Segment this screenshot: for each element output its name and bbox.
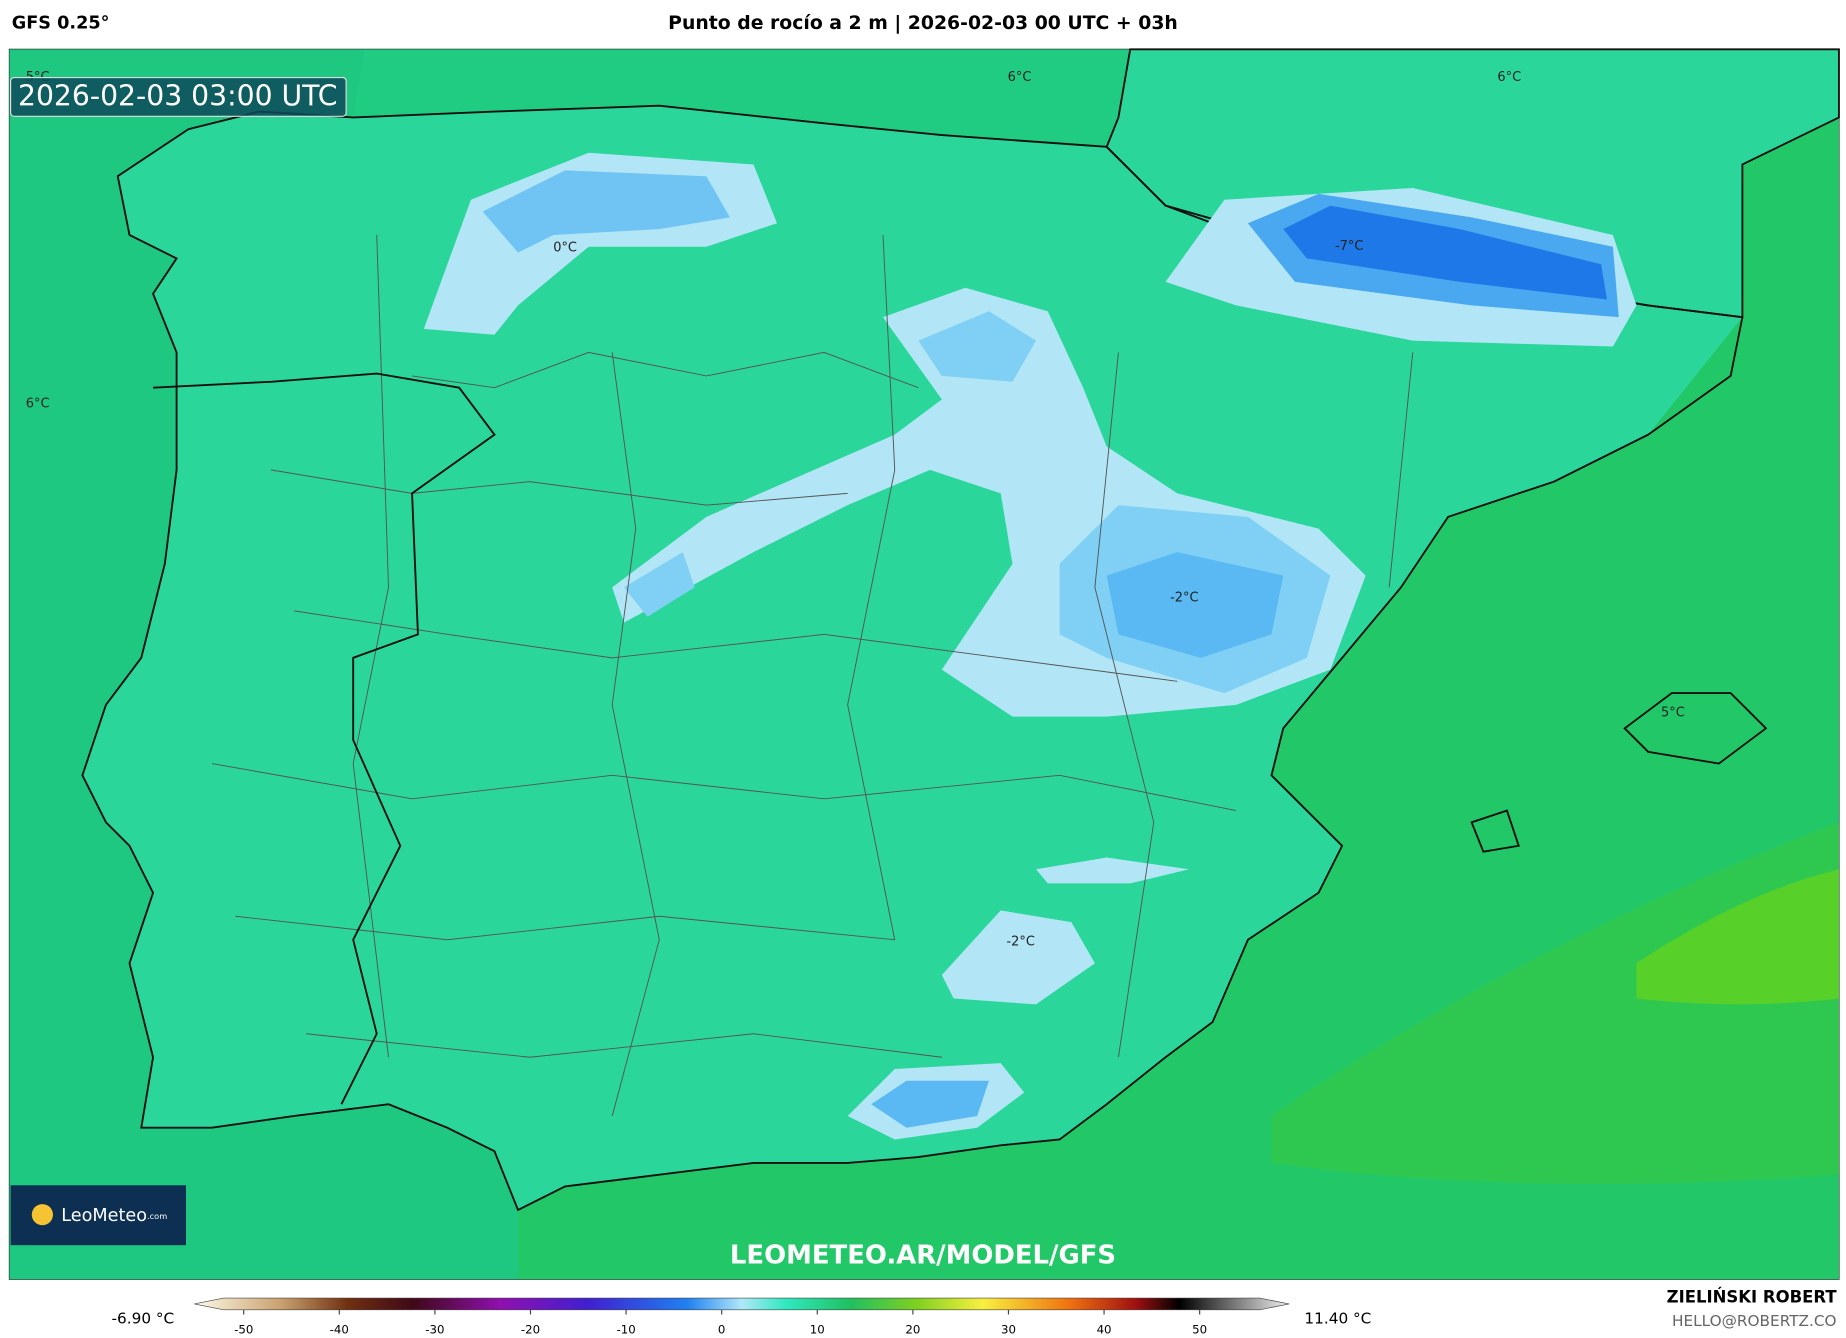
biscay — [353, 49, 1131, 147]
province-borders — [211, 234, 1414, 1117]
model-label: GFS 0.25° — [12, 14, 110, 34]
contour-label: -7°C — [1335, 239, 1363, 254]
logo-sun — [31, 1204, 53, 1226]
cold-w — [623, 552, 695, 617]
cold-nw-core — [482, 170, 730, 253]
logo-name: LeoMeteo — [61, 1206, 147, 1226]
colorbar-max: 11.40 °C — [1304, 1310, 1371, 1328]
cold-pyr-core — [1283, 205, 1608, 300]
contour-label: 6°C — [1497, 70, 1521, 85]
med-warm — [1271, 822, 1839, 1185]
contour-label: 0°C — [553, 240, 577, 255]
timestamp: 2026-02-03 03:00 UTC — [18, 80, 338, 113]
logo: LeoMeteo.com — [61, 1206, 167, 1226]
colorbar-tick-label: -20 — [521, 1322, 540, 1336]
colorbar-tick-label: -50 — [234, 1322, 253, 1336]
colorbar-tick-label: -40 — [330, 1322, 349, 1336]
map: 6°C 6°C 6°C 5°C 0°C -7°C -2°C -2°C 5°C 2… — [8, 48, 1840, 1280]
atlantic — [9, 49, 519, 1280]
email: HELLO@ROBERTZ.CO — [1672, 1312, 1837, 1330]
contour-label: -2°C — [1170, 590, 1198, 605]
cold-band — [1036, 857, 1190, 884]
timestamp-box — [10, 76, 347, 117]
portugal-border — [153, 372, 496, 1105]
cold-s1 — [941, 910, 1095, 1005]
cold-s2-core — [871, 1080, 989, 1128]
cold-n — [918, 311, 1037, 382]
watermark: LEOMETEO.AR/MODEL/GFS — [730, 1240, 1116, 1270]
mallorca — [1623, 692, 1768, 765]
author: ZIELIŃSKI ROBERT — [1667, 1288, 1838, 1307]
cold-east-core — [1106, 552, 1284, 658]
colorbar-min: -6.90 °C — [112, 1310, 175, 1328]
colorbar-tick-label: 40 — [1097, 1322, 1112, 1336]
colorbar-tick-label: 0 — [718, 1322, 725, 1336]
colorbar: -6.90 °C 11.40 °C -50 -40 -30 -20 -10 0 10 20 30… — [112, 1297, 1371, 1336]
colorbar-tick-label: -10 — [616, 1322, 635, 1336]
colorbar-tick-label: -30 — [425, 1322, 444, 1336]
colorbar-tick-label: 30 — [1001, 1322, 1016, 1336]
contour-label: 5°C — [1661, 706, 1685, 721]
colorbar-tick-label: 10 — [810, 1322, 825, 1336]
colorbar-tick-label: 20 — [905, 1322, 920, 1336]
map-title: Punto de rocío a 2 m | 2026-02-03 00 UTC… — [668, 13, 1178, 34]
ibiza — [1470, 809, 1520, 853]
contour-label: 6°C — [26, 397, 50, 412]
colorbar-tick-label: 50 — [1192, 1322, 1207, 1336]
colorbar-ramp — [194, 1297, 1290, 1311]
contour-label: 6°C — [1008, 70, 1032, 85]
contour-label: -2°C — [1007, 935, 1035, 950]
med-warmest — [1636, 869, 1839, 1005]
logo-suffix: .com — [147, 1210, 167, 1220]
